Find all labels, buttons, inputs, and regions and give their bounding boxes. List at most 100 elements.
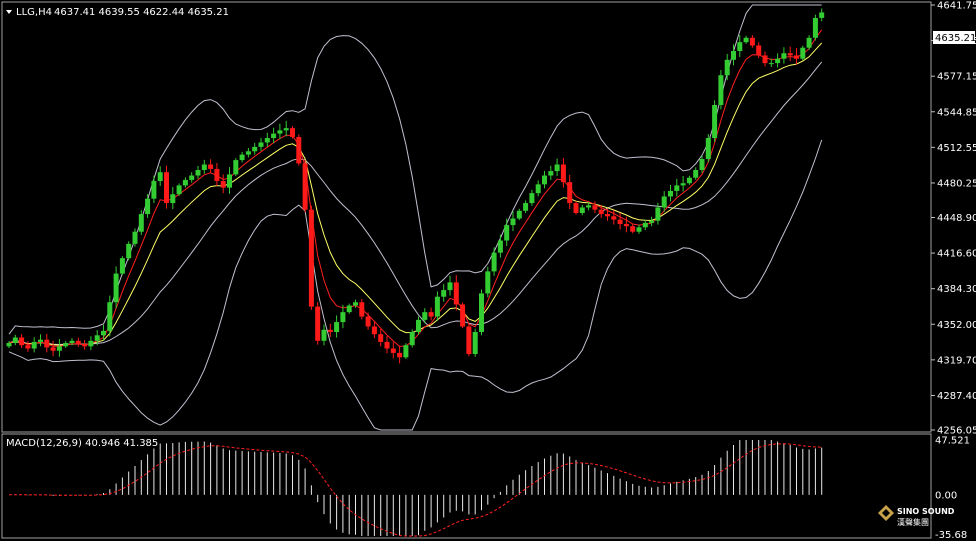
macd-axis: 47.521 0.00 -35.68 [935, 436, 970, 541]
candle-body [145, 198, 151, 215]
candle-body [756, 45, 762, 56]
candle-body [264, 138, 270, 143]
candle-body [422, 312, 428, 320]
candle-body [623, 224, 629, 227]
candle-body [107, 302, 113, 331]
candle-body [535, 184, 541, 194]
candle-body [768, 63, 774, 65]
candle-body [132, 231, 138, 244]
candle-body [315, 306, 321, 341]
macd-signal-line [8, 443, 822, 537]
candle-body [302, 163, 308, 210]
candle-body [346, 305, 352, 313]
candle-body [296, 136, 302, 164]
candle-body [25, 345, 31, 349]
price-tick-label: 4577.15 [937, 72, 976, 83]
candle-body [712, 104, 718, 139]
candle-body [138, 214, 144, 232]
candle-body [50, 347, 56, 351]
candle-body [164, 172, 169, 204]
candle-body [542, 175, 547, 185]
candle-body [529, 193, 535, 204]
candle-body [290, 128, 295, 137]
bollinger-lower-line [8, 139, 823, 431]
price-tick-label: 4641.75 [937, 1, 976, 12]
macd-histogram [8, 440, 823, 537]
candle-body [642, 222, 648, 228]
candle-body [781, 53, 787, 59]
candle-body [573, 203, 579, 213]
candle-body [75, 340, 81, 345]
price-tick-label: 4544.85 [937, 107, 976, 118]
candle-body [6, 343, 12, 347]
candle-body [69, 340, 75, 344]
macd-header: MACD(12,26,9) 40.946 41.385 [6, 438, 158, 449]
sino-sound-logo: SINO SOUND 漢聲集團 [878, 505, 955, 527]
candle-body [762, 55, 768, 64]
candle-body [371, 326, 377, 335]
macd-panel-frame [1, 433, 932, 539]
candle-body [214, 168, 220, 182]
moving-averages [8, 29, 823, 347]
price-tick-label: 4384.30 [937, 284, 976, 295]
candle-body [384, 341, 390, 349]
candle-body [245, 151, 251, 155]
candle-body [617, 219, 623, 225]
candle-body [649, 220, 655, 223]
macd-tick-label: 0.00 [935, 490, 957, 501]
candle-body [668, 190, 673, 197]
macd-tick-label: -35.68 [935, 530, 967, 541]
candle-body [227, 174, 232, 188]
candle-body [201, 164, 207, 171]
candle-body [283, 128, 289, 131]
logo-name: SINO SOUND [897, 507, 955, 516]
candle-body [208, 164, 214, 169]
candle-body [189, 175, 195, 180]
candle-body [12, 337, 18, 344]
candle-body [271, 133, 277, 139]
candle-body [491, 252, 497, 272]
candle-body [126, 243, 132, 259]
candle-body [523, 203, 529, 211]
price-tick-label: 4287.40 [937, 391, 976, 402]
candle-body [38, 339, 43, 342]
candle-body [819, 12, 825, 18]
price-tick-label: 4480.25 [937, 178, 976, 189]
candle-body [724, 59, 730, 76]
candle-body [334, 322, 340, 332]
candle-body [447, 282, 453, 291]
candle-body [579, 207, 585, 213]
candle-body [680, 183, 686, 186]
candle-body [655, 207, 661, 221]
candle-body [94, 335, 100, 341]
candle-body [787, 53, 793, 56]
candle-body [693, 170, 699, 178]
candle-body [472, 331, 478, 355]
candle-body [686, 177, 692, 184]
candle-body [497, 240, 503, 253]
candle-body [598, 209, 604, 215]
candle-body [674, 185, 680, 191]
candle-body [749, 37, 755, 46]
current-price-label: 4635.21 [935, 33, 976, 44]
candle-body [239, 154, 245, 161]
macd-tick-label: 47.521 [935, 436, 970, 447]
candle-body [441, 290, 447, 297]
candle-body [434, 296, 440, 317]
candle-body [743, 37, 749, 43]
candle-body [794, 55, 799, 59]
candle-body [510, 218, 516, 226]
candle-body [630, 226, 636, 232]
header-triangle-icon[interactable] [6, 10, 12, 14]
candle-body [233, 160, 239, 175]
candle-body [504, 225, 510, 241]
header-ohlc: 4637.41 4639.55 4622.44 4635.21 [54, 7, 229, 18]
candle-body [176, 185, 182, 195]
candle-body [812, 17, 818, 38]
candle-body [731, 51, 736, 60]
candle-body [636, 227, 642, 232]
candle-body [548, 171, 554, 176]
candle-body [258, 142, 264, 147]
candle-body [718, 75, 724, 105]
